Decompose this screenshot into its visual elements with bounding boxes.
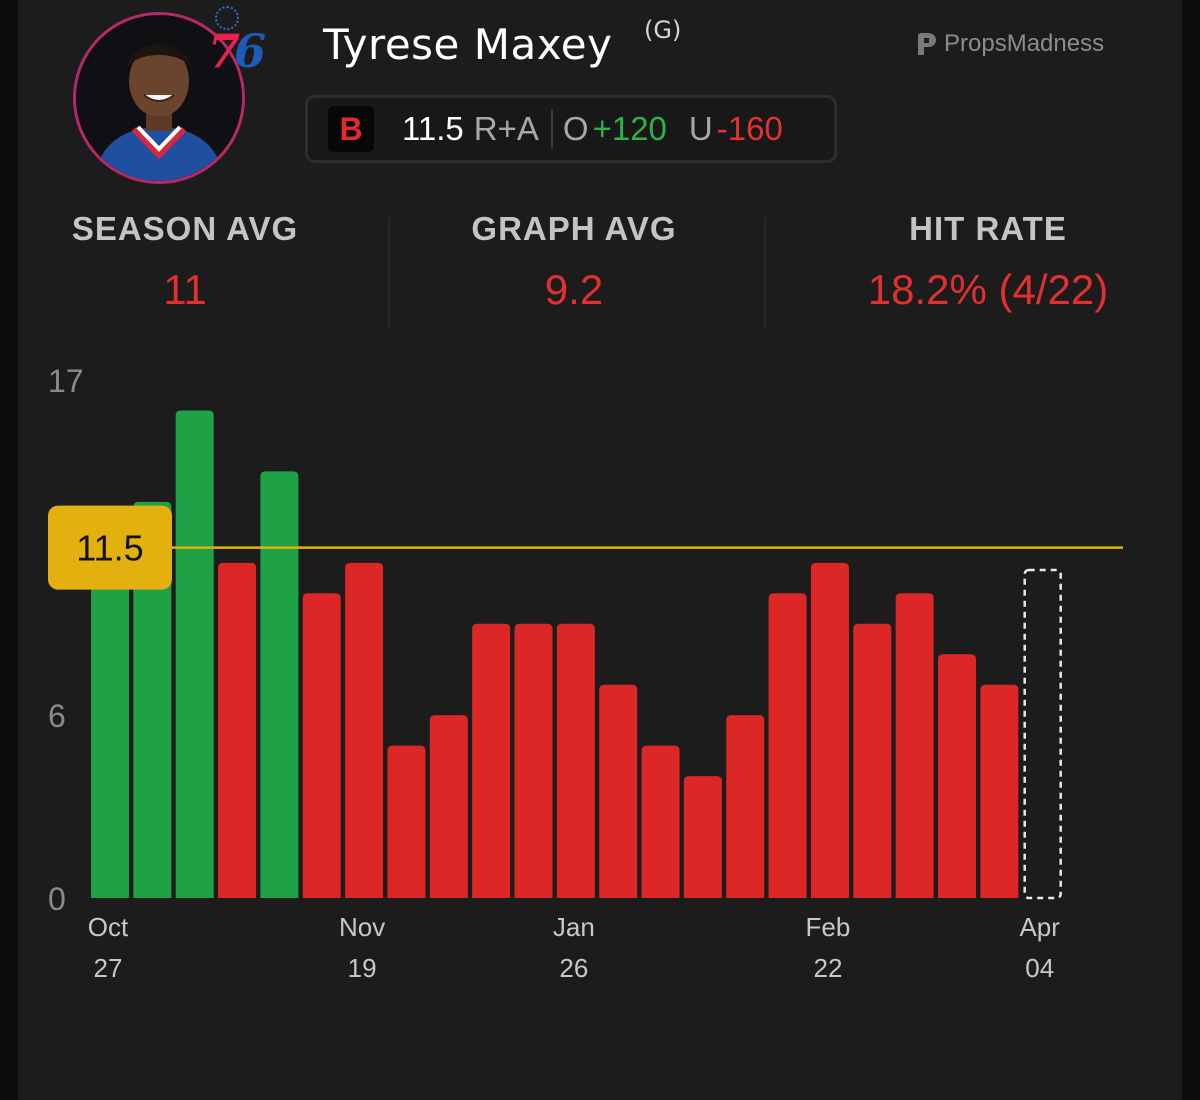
over-label: O — [562, 110, 589, 147]
chart-bar — [345, 562, 384, 898]
prop-line-label: 11.5 — [76, 528, 143, 569]
chart-bar — [472, 623, 511, 898]
hit-rate-stat: HIT RATE 18.2% (4/22) — [818, 210, 1158, 314]
team-logo-text-6: 6 — [234, 24, 267, 78]
prop-line-box[interactable]: B 11.5 R+A O +120 U -160 — [305, 95, 837, 163]
team-logo: 7 6 — [208, 6, 272, 80]
brand-logo: PropsMadness — [916, 30, 1104, 58]
chart-bar — [683, 776, 722, 898]
hit-rate-value: 18.2% (4/22) — [867, 266, 1109, 313]
hit-rate-label: HIT RATE — [909, 210, 1067, 247]
team-logo-text: 7 — [208, 24, 241, 78]
chart-bar — [556, 623, 595, 898]
y-tick-label: 17 — [48, 363, 84, 399]
chart-bar — [938, 654, 976, 898]
season-avg-label: SEASON AVG — [71, 210, 299, 247]
divider — [550, 109, 553, 149]
graph-avg-stat: GRAPH AVG 9.2 — [435, 210, 713, 314]
graph-avg-label: GRAPH AVG — [471, 210, 677, 247]
chart-bar — [853, 623, 892, 898]
brand-name: PropsMadness — [944, 30, 1105, 57]
x-tick-month: Jan — [553, 912, 595, 942]
season-avg-value: 11 — [163, 266, 207, 313]
chart-bar — [726, 715, 765, 898]
x-tick-day: 22 — [813, 953, 842, 983]
x-tick-day: 04 — [1025, 953, 1054, 983]
upcoming-game-slot — [1023, 568, 1062, 900]
sportsbook-logo-icon: B — [328, 106, 374, 152]
chart-bar — [91, 562, 129, 898]
under-label: U — [688, 110, 713, 147]
x-tick-month: Nov — [339, 912, 385, 942]
player-name: Tyrese Maxey — [323, 20, 613, 69]
chart-bar — [895, 593, 934, 898]
y-tick-label: 0 — [48, 881, 66, 917]
chart-bar — [980, 684, 1019, 898]
chart-bar — [133, 501, 172, 898]
chart-bar — [218, 562, 257, 898]
graph-avg-value: 9.2 — [544, 266, 604, 313]
stat-divider — [388, 218, 390, 328]
chart-bar — [302, 593, 341, 898]
prop-card: 7 6 Tyrese Maxey (G) PropsMadness B 11.5… — [18, 0, 1182, 1100]
chart-bar — [768, 593, 807, 898]
prop-line-badge — [48, 505, 172, 590]
chart-bar — [599, 684, 638, 898]
chart-bar — [260, 471, 299, 898]
player-photo-icon — [76, 15, 242, 181]
prop-line-value: 11.5 — [402, 110, 464, 147]
chart-bar — [429, 715, 468, 898]
chart-bar — [175, 410, 214, 898]
x-tick-day: 27 — [94, 953, 123, 983]
player-avatar — [73, 12, 245, 184]
y-tick-label: 6 — [48, 698, 66, 734]
season-avg-stat: SEASON AVG 11 — [46, 210, 324, 314]
over-odds: +120 — [592, 110, 667, 147]
stars-ring-icon — [215, 6, 239, 30]
chart-bar — [387, 745, 426, 898]
chart-bar — [641, 745, 680, 898]
under-odds: -160 — [716, 110, 783, 147]
x-tick-day: 19 — [348, 953, 377, 983]
propsmadness-icon — [918, 33, 936, 55]
prop-stat-type: R+A — [473, 110, 539, 147]
bar-chart: 17 6 0 11.5 Oct 27 Nov 19 Jan 26 Feb 22 Apr 04 — [48, 363, 1123, 983]
stat-divider — [764, 218, 766, 328]
x-tick-month: Apr — [1019, 912, 1060, 942]
x-tick-month: Feb — [806, 912, 851, 942]
chart-bar — [514, 623, 553, 898]
x-tick-month: Oct — [88, 912, 129, 942]
x-tick-day: 26 — [559, 953, 588, 983]
player-position: (G) — [644, 16, 682, 44]
chart-bar — [810, 562, 849, 898]
